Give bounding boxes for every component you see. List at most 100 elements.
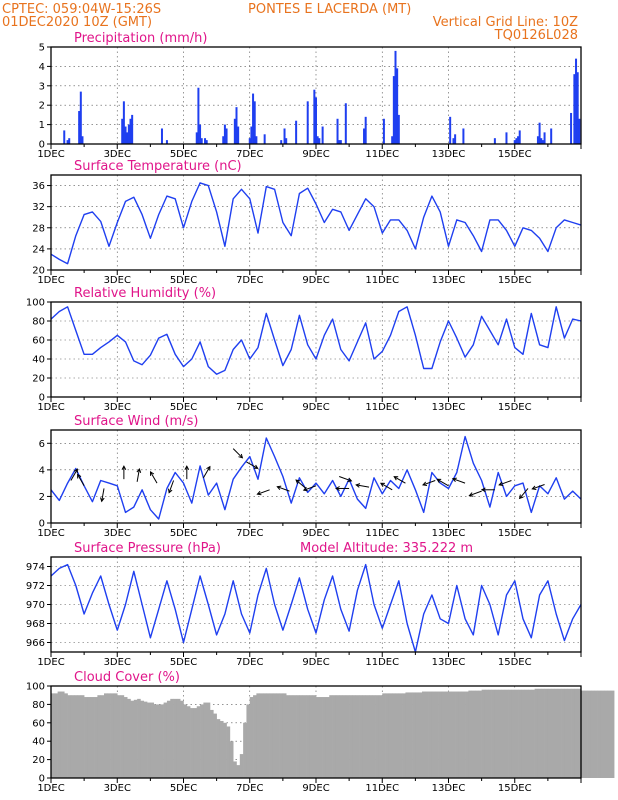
cloud-bar — [193, 708, 198, 778]
grid — [51, 175, 581, 270]
precip-bar — [344, 103, 347, 144]
cloud-bar — [587, 690, 592, 778]
x-tick-label: 9DEC — [302, 402, 329, 413]
cloud-bar — [514, 689, 519, 778]
wind-vector-shaft — [136, 468, 140, 482]
wind-vector — [276, 485, 290, 492]
precip-bar — [336, 118, 339, 144]
cloud-bar — [458, 691, 463, 778]
x-tick-label: 15DEC — [498, 783, 532, 794]
wind-vector-shaft — [295, 479, 307, 489]
cloud-bar — [223, 722, 227, 778]
x-tick-label: 5DEC — [170, 528, 197, 539]
precip-bar — [78, 111, 81, 144]
cloud-bar — [362, 695, 366, 778]
x-tick-label: 7DEC — [236, 657, 263, 668]
wind-vector-shaft — [101, 488, 105, 502]
wind-vector-head — [256, 490, 262, 496]
precip-bar — [204, 138, 207, 144]
wind-vector — [168, 480, 175, 494]
y-tick-label: 32 — [32, 202, 45, 213]
x-tick-label: 11DEC — [365, 149, 399, 160]
grid — [51, 47, 581, 144]
precip-bar — [452, 138, 455, 144]
x-tick-label: 11DEC — [365, 783, 399, 794]
precip-bar — [199, 124, 202, 144]
x-tick-label: 3DEC — [104, 528, 131, 539]
wind-vector-head — [149, 470, 155, 476]
y-tick-label: 40 — [32, 355, 45, 366]
cloud-bar — [137, 698, 141, 778]
wind-vector-head — [73, 468, 78, 474]
cloud-bar — [87, 697, 92, 778]
y-tick-label: 0 — [39, 140, 45, 151]
wind-vector-head — [436, 478, 442, 483]
wind-vector — [480, 487, 495, 493]
precip-bar — [223, 124, 226, 144]
x-tick-label: 1DEC — [37, 402, 64, 413]
wind-vector-shaft — [356, 484, 370, 488]
wind-vector — [468, 490, 482, 497]
cloud-bar — [412, 692, 416, 778]
precip-bar — [68, 138, 71, 144]
wind-vector — [202, 465, 211, 479]
cloud-bar — [309, 695, 313, 778]
cloud-bar — [236, 765, 241, 778]
y-tick-label: 968 — [26, 619, 45, 630]
wind-vector — [379, 482, 393, 491]
precip-bar — [233, 118, 236, 144]
cloud-bar — [173, 698, 178, 778]
cloud-bar — [395, 693, 400, 778]
panel-4: 0 2 4 6 1DEC 3DEC 5DEC 7DEC 9DEC 11DEC 13DEC 15DEC S… — [37, 414, 582, 539]
wind-vector — [451, 477, 466, 484]
cloud-bar — [246, 704, 251, 778]
precip-bar — [237, 126, 240, 144]
wind-vector — [393, 476, 406, 484]
cloud-bar — [166, 700, 171, 778]
x-tick-label: 15DEC — [498, 528, 532, 539]
x-tick-label: 3DEC — [104, 657, 131, 668]
y-tick-label: 2 — [39, 492, 45, 503]
y-tick-label: 3 — [39, 81, 45, 92]
panel-annotation: Model Altitude: 335.222 m — [300, 541, 473, 556]
cloud-bar — [561, 688, 565, 778]
cloud-bar — [372, 695, 376, 778]
cloud-bar — [263, 693, 267, 778]
y-tick-label: 966 — [26, 638, 45, 649]
wind-vector — [531, 484, 545, 490]
cloud-bar — [352, 695, 357, 778]
precip-bar — [250, 126, 253, 144]
precip-bar — [316, 136, 319, 144]
y-tick-label: 974 — [26, 562, 45, 573]
cloud-bar — [325, 697, 330, 778]
precip-bar — [81, 136, 84, 144]
precip-bar — [127, 124, 130, 144]
y-tick-label: 100 — [26, 682, 45, 693]
precip-bar — [165, 140, 168, 144]
panel-2: 20 24 28 32 36 1DEC 3DEC 5DEC 7DEC 9DEC 11DEC 13DEC… — [32, 159, 582, 286]
wind-vector — [246, 461, 259, 469]
cloud-bar — [564, 688, 569, 778]
cloud-bar — [127, 698, 131, 778]
cloud-bar — [418, 692, 423, 778]
y-tick-label: 24 — [32, 244, 45, 255]
cloud-bar — [104, 693, 108, 778]
cloud-bar — [445, 691, 449, 778]
panel-title: Surface Temperature (nC) — [74, 159, 242, 174]
wind-vector-shaft — [380, 482, 393, 491]
cloud-bar — [233, 761, 237, 778]
wind-vector-head — [121, 465, 127, 470]
cloud-bar — [316, 697, 320, 778]
x-tick-label: 15DEC — [498, 402, 532, 413]
precip-bar — [263, 134, 266, 144]
panel-1: 0 1 2 3 4 5 1DEC 3DEC 5DEC 7DEC 9DEC 11DEC 13DEC 15DE… — [37, 31, 582, 160]
cloud-bar — [461, 691, 466, 778]
cloud-bar — [554, 688, 559, 778]
cloud-bar — [94, 697, 98, 778]
y-tick-label: 20 — [32, 266, 45, 277]
wind-vector — [184, 465, 190, 480]
series-line — [50, 435, 582, 520]
cloud-bar — [541, 688, 545, 778]
wind-vector-head — [531, 485, 537, 490]
x-tick-label: 7DEC — [236, 149, 263, 160]
